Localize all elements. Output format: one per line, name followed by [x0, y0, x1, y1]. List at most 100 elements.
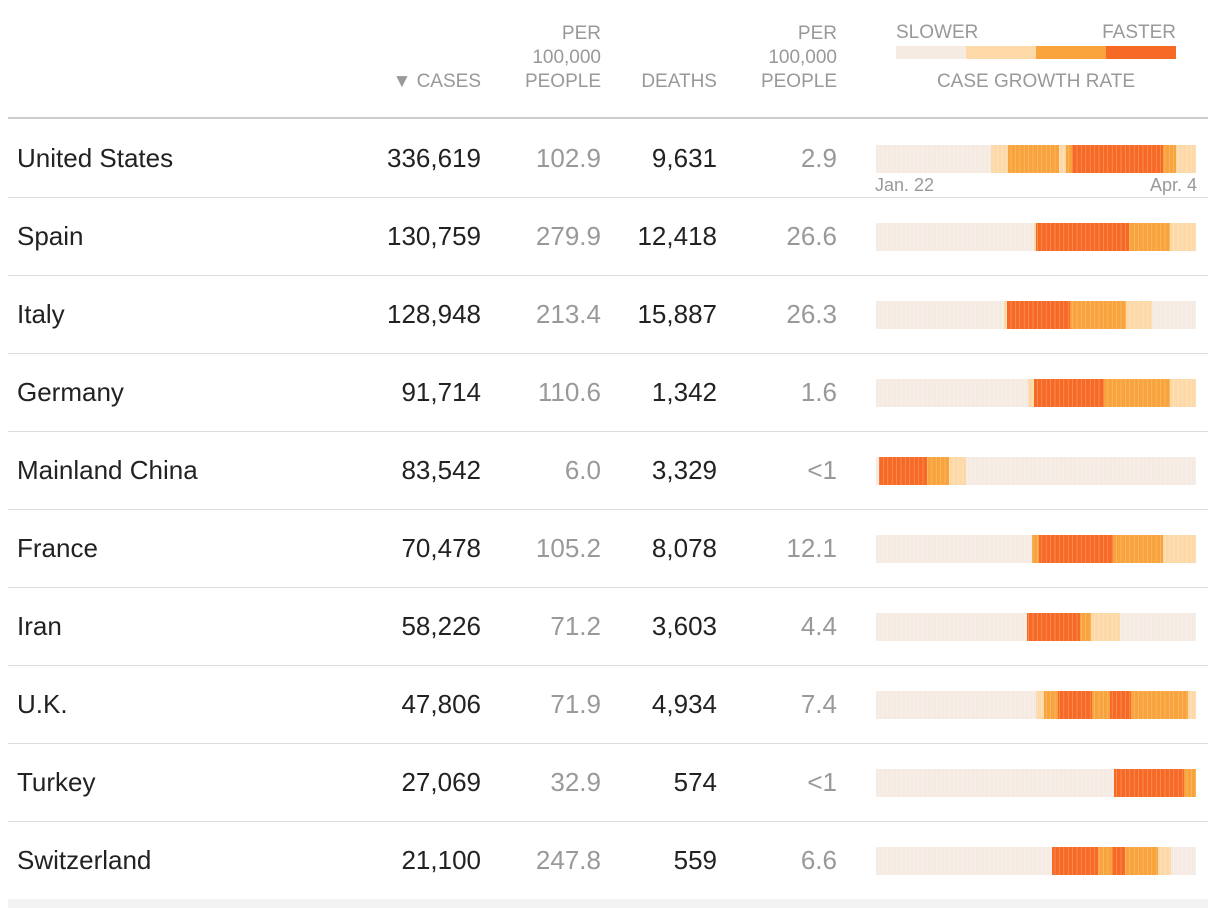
growth-rate-bar: [876, 457, 1197, 485]
country-name: Switzerland: [17, 845, 152, 875]
deaths-value: 12,418: [637, 221, 717, 251]
legend-swatch: [1036, 46, 1106, 59]
header-line: 100,000: [532, 47, 601, 68]
growth-segment: [1188, 691, 1196, 719]
growth-segment: [1158, 847, 1171, 875]
header-cases[interactable]: ▼ CASES: [392, 70, 481, 94]
growth-segment: [1034, 223, 1036, 251]
table-footer-strip: [8, 899, 1208, 908]
deaths-value: 9,631: [651, 143, 717, 173]
growth-segment: [1126, 301, 1152, 329]
growth-segment: [1114, 769, 1184, 797]
cases-value: 27,069: [401, 767, 481, 797]
deaths-per100k-value: 2.9: [800, 143, 837, 173]
header-line: 100,000: [768, 47, 837, 68]
growth-segment: [876, 379, 1028, 407]
growth-segment: [876, 847, 1052, 875]
growth-segment: [1070, 301, 1126, 329]
growth-segment: [1092, 691, 1110, 719]
table-row[interactable]: U.K. 47,806 71.9 4,934 7.4: [8, 665, 1208, 744]
cases-per100k-value: 213.4: [535, 299, 601, 329]
header-deaths-per100k[interactable]: PER 100,000 PEOPLE: [761, 22, 837, 94]
cases-per100k-value: 247.8: [535, 845, 601, 875]
table-row[interactable]: Italy 128,948 213.4 15,887 26.3: [8, 275, 1208, 354]
growth-segment: [1129, 223, 1170, 251]
cases-value: 128,948: [387, 299, 481, 329]
growth-segment: [1072, 145, 1163, 173]
table-row[interactable]: Turkey 27,069 32.9 574 <1: [8, 743, 1208, 822]
table-row[interactable]: Spain 130,759 279.9 12,418 26.6: [8, 197, 1208, 276]
deaths-per100k-value: <1: [807, 767, 837, 797]
growth-segment: [1120, 613, 1196, 641]
deaths-value: 3,603: [651, 611, 717, 641]
cases-value: 70,478: [401, 533, 481, 563]
cases-per100k-value: 110.6: [537, 377, 601, 407]
deaths-value: 4,934: [651, 689, 717, 719]
deaths-value: 559: [673, 845, 717, 875]
legend-swatch: [1106, 46, 1176, 59]
table-row[interactable]: United States 336,619 102.9 9,631 2.9: [8, 119, 1208, 198]
cases-per100k-value: 279.9: [535, 221, 601, 251]
growth-segment: [1036, 691, 1044, 719]
deaths-value: 574: [673, 767, 717, 797]
table-row[interactable]: Switzerland 21,100 247.8 559 6.6: [8, 821, 1208, 900]
cases-per100k-value: 71.2: [550, 611, 601, 641]
growth-segment: [876, 223, 1034, 251]
cases-value: 336,619: [387, 143, 481, 173]
legend-slower-label: SLOWER: [896, 22, 979, 43]
cases-per100k-value: 71.9: [550, 689, 601, 719]
table-row[interactable]: Iran 58,226 71.2 3,603 4.4: [8, 587, 1208, 666]
growth-segment: [991, 145, 1008, 173]
growth-rate-bar: [876, 379, 1197, 407]
growth-segment: [1170, 223, 1196, 251]
date-end-label: Apr. 4: [1149, 175, 1197, 195]
growth-segment: [876, 535, 1032, 563]
deaths-value: 15,887: [637, 299, 717, 329]
country-name: United States: [17, 143, 174, 173]
growth-segment: [1007, 301, 1070, 329]
legend-swatch: [966, 46, 1036, 59]
deaths-per100k-value: <1: [807, 455, 837, 485]
cases-per100k-value: 105.2: [535, 533, 601, 563]
growth-segment: [876, 301, 1004, 329]
table-row[interactable]: Germany 91,714 110.6 1,342 1.6: [8, 353, 1208, 432]
growth-segment: [1163, 535, 1196, 563]
growth-segment: [1184, 769, 1196, 797]
deaths-per100k-value: 1.6: [800, 377, 837, 407]
deaths-value: 8,078: [651, 533, 717, 563]
deaths-per100k-value: 7.4: [800, 689, 837, 719]
date-start-label: Jan. 22: [875, 175, 935, 195]
growth-segment: [1131, 691, 1188, 719]
growth-segment: [1052, 847, 1098, 875]
cases-value: 47,806: [401, 689, 481, 719]
deaths-per100k-value: 26.3: [786, 299, 837, 329]
header-deaths[interactable]: DEATHS: [641, 70, 717, 94]
growth-rate-bar: [876, 691, 1197, 719]
growth-segment: [1066, 145, 1072, 173]
legend-title: CASE GROWTH RATE: [936, 71, 1136, 92]
cases-value: 58,226: [401, 611, 481, 641]
header-cases-per100k[interactable]: PER 100,000 PEOPLE: [525, 22, 601, 94]
growth-segment: [966, 457, 1196, 485]
cases-value: 83,542: [401, 455, 481, 485]
growth-segment: [1091, 613, 1120, 641]
growth-rate-bar: [876, 613, 1197, 641]
growth-segment: [1058, 691, 1092, 719]
growth-segment: [1113, 535, 1163, 563]
country-name: Germany: [17, 377, 124, 407]
growth-segment: [1059, 145, 1066, 173]
growth-segment: [1027, 613, 1080, 641]
deaths-value: 1,342: [651, 377, 717, 407]
header-line: PEOPLE: [760, 71, 837, 92]
growth-segment: [949, 457, 966, 485]
cases-per100k-value: 6.0: [564, 455, 601, 485]
deaths-per100k-value: 6.6: [800, 845, 837, 875]
growth-segment: [876, 457, 879, 485]
country-name: Spain: [17, 221, 84, 251]
table-row[interactable]: France 70,478 105.2 8,078 12.1: [8, 509, 1208, 588]
growth-segment: [1104, 379, 1170, 407]
table-row[interactable]: Mainland China 83,542 6.0 3,329 <1: [8, 431, 1208, 510]
growth-segment: [1171, 847, 1196, 875]
header-cases-label: CASES: [416, 71, 481, 92]
